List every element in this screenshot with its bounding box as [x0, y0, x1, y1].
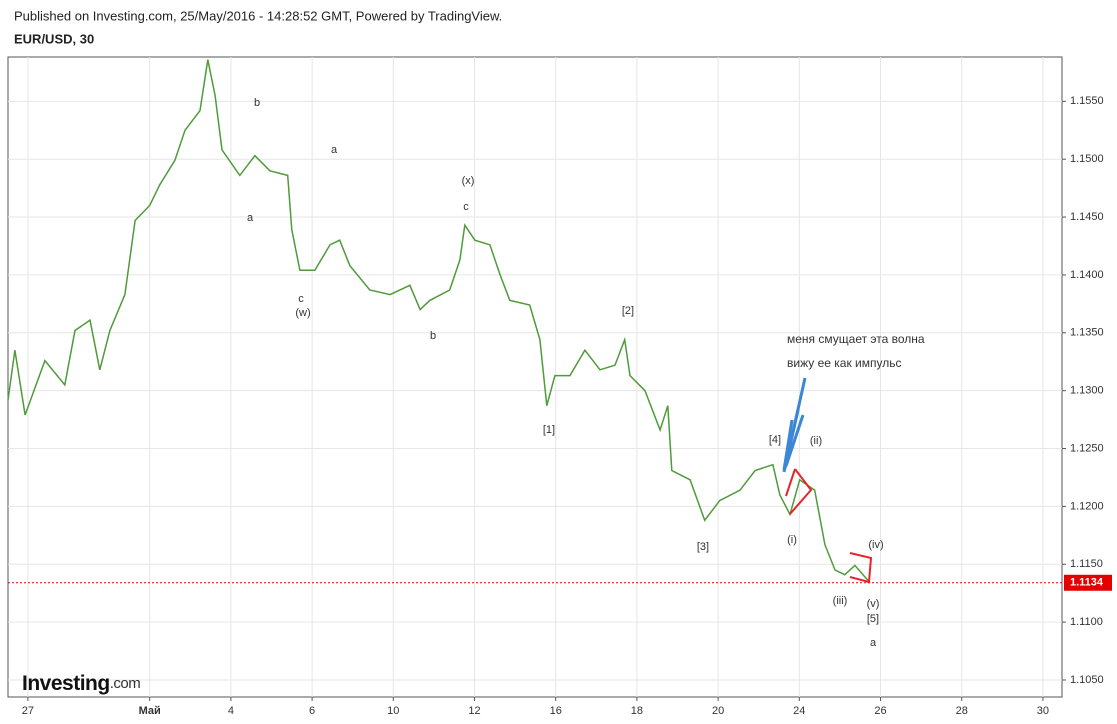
drawings: [782, 377, 873, 584]
logo-name: Investing.com: [22, 672, 140, 695]
y-tick-label: 1.1050: [1070, 674, 1104, 686]
annotation: [1]: [543, 424, 555, 436]
annotation: [2]: [622, 305, 634, 317]
y-tick-label: 1.1550: [1070, 95, 1104, 107]
annotations: b a (x) c a c (w) b [2] [1] [4] (ii) [3] (i) (iv) (iii)…: [247, 97, 925, 649]
annotation: меня смущает эта волна: [787, 332, 925, 346]
annotation: (i): [787, 534, 797, 546]
arrow-stroke: [784, 414, 805, 467]
price-line: [7, 59, 871, 584]
y-tick-label: 1.1450: [1070, 211, 1104, 223]
x-tick-label: 20: [712, 705, 724, 717]
annotation: [5]: [867, 613, 879, 625]
x-tick-label: 6: [309, 705, 315, 717]
y-tick-label: 1.1500: [1070, 153, 1104, 165]
x-tick-label: 4: [228, 705, 234, 717]
y-tick-label: 1.1100: [1070, 616, 1103, 628]
series: [7, 59, 871, 584]
x-tick-label: 30: [1037, 705, 1049, 717]
x-tick-label: 18: [631, 705, 643, 717]
y-tick-label: 1.1250: [1070, 442, 1104, 454]
annotation: a: [247, 212, 254, 224]
last-price-box: [1064, 574, 1112, 591]
logo-suffix: .com: [110, 675, 141, 692]
x-tick-label: Май: [139, 705, 161, 717]
annotation: (v): [867, 598, 880, 610]
y-tick-label: 1.1350: [1070, 327, 1104, 339]
annotation: (ii): [810, 435, 822, 447]
triangle-drawing: [785, 468, 796, 497]
logo-name-text: Investing: [22, 672, 110, 695]
annotation: a: [870, 637, 877, 649]
x-tick-label: 24: [793, 705, 805, 717]
annotation: (iii): [833, 595, 848, 607]
y-tick-label: 1.1200: [1070, 500, 1104, 512]
arrow-stroke: [782, 419, 794, 471]
x-tick-label: 28: [956, 705, 968, 717]
x-tick-label: 12: [468, 705, 480, 717]
y-tick-label: 1.1150: [1070, 558, 1103, 570]
triangle-drawing: [789, 468, 813, 515]
logo: Investing.com: [22, 672, 141, 695]
y-tick-label: 1.1300: [1070, 385, 1104, 397]
y-tick-label: 1.1400: [1070, 269, 1104, 281]
x-tick-label: 26: [874, 705, 886, 717]
annotation: (x): [462, 175, 475, 187]
plot-area: [7, 56, 1063, 698]
annotation: c: [298, 293, 304, 305]
annotation: (w): [295, 307, 310, 319]
annotation: (iv): [868, 539, 883, 551]
x-tick-label: 16: [550, 705, 562, 717]
annotation: [3]: [697, 541, 709, 553]
annotation: b: [254, 97, 260, 109]
annotation: вижу ее как импульс: [787, 356, 901, 370]
last-price-label: 1.1134: [1070, 577, 1104, 589]
grid: [8, 57, 1066, 701]
annotation: [4]: [769, 434, 781, 446]
published-line: Published on Investing.com, 25/May/2016 …: [14, 8, 502, 23]
arrow: [782, 377, 807, 473]
x-tick-label: 10: [387, 705, 399, 717]
annotation: a: [331, 144, 338, 156]
symbol: EUR/USD, 30: [14, 31, 94, 46]
x-tick-label: 27: [22, 705, 34, 717]
annotation: b: [430, 330, 436, 342]
annotation: c: [463, 201, 469, 213]
triangle-drawing: [849, 552, 873, 584]
